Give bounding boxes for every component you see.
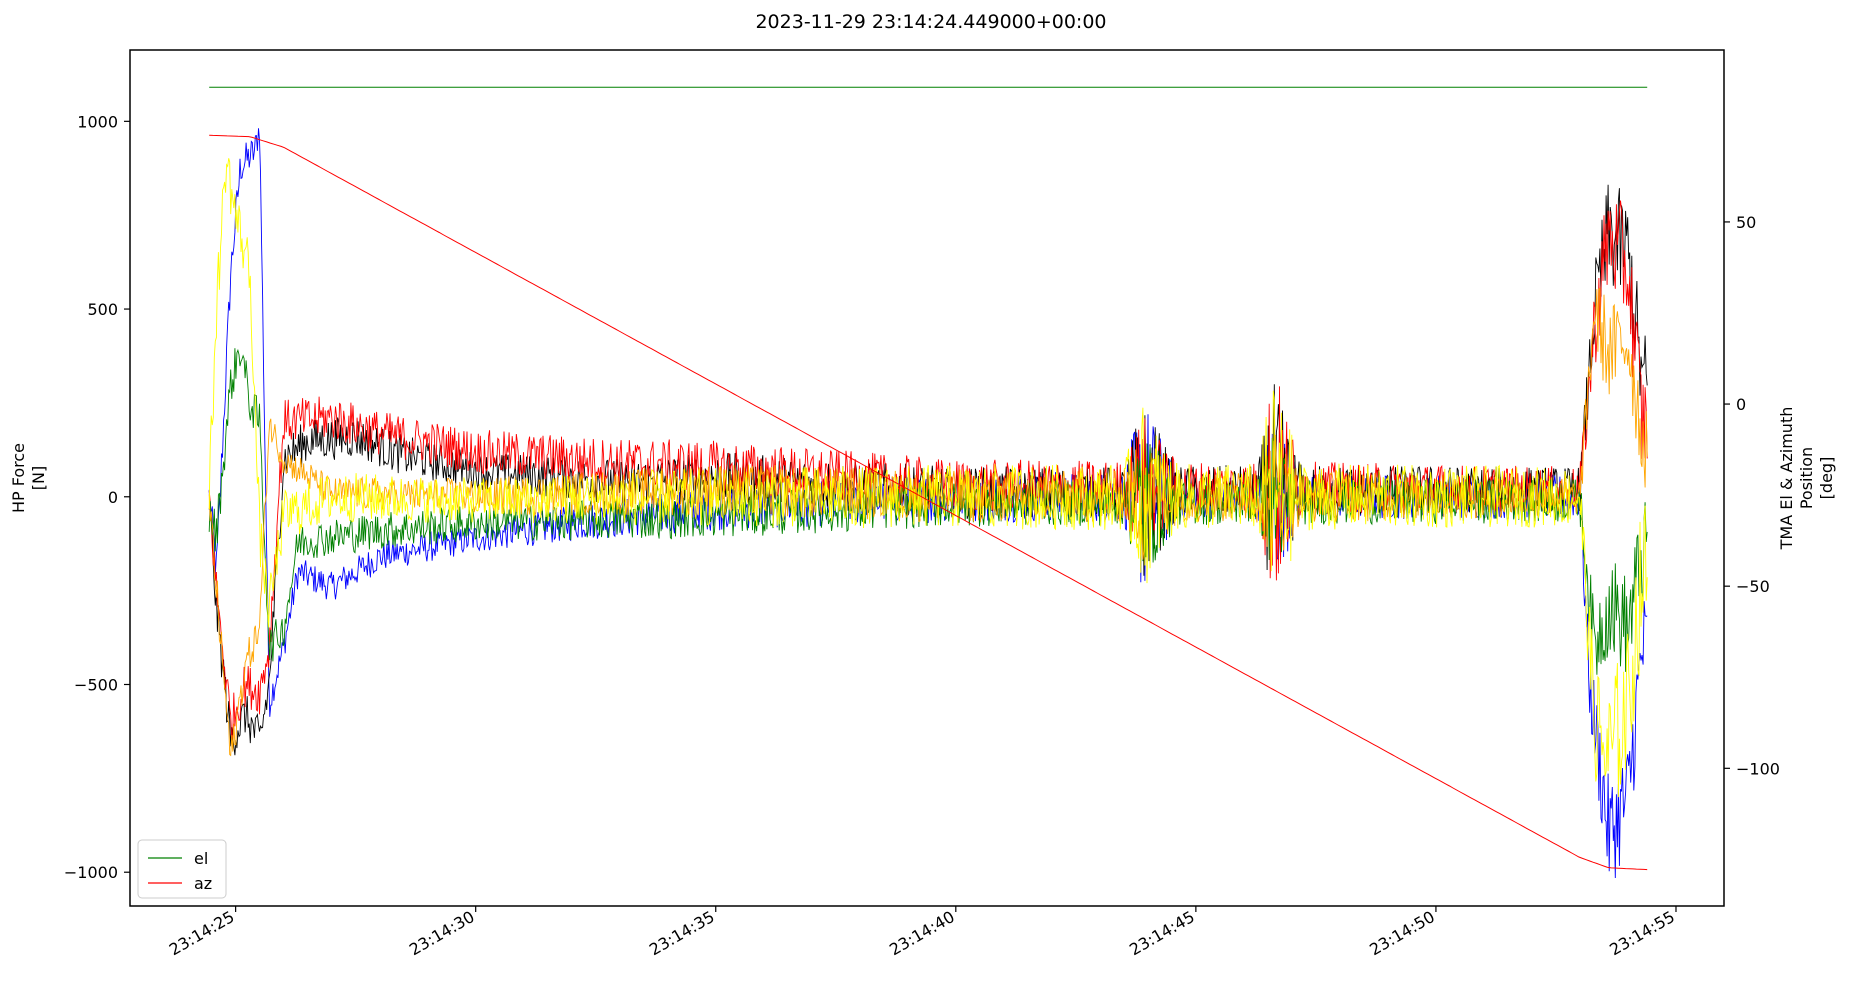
y-left-tick-label: 1000 (77, 112, 118, 131)
y-left-label-line: [N] (29, 466, 48, 490)
y-right-tick-label: −100 (1736, 759, 1780, 778)
y-right-label-line: Position (1797, 447, 1816, 509)
hp-force-line-5 (208, 287, 1648, 757)
y-right-label-line: TMA El & Azimuth (1777, 407, 1796, 551)
y-left-label-line: HP Force (9, 443, 28, 513)
x-tick-label: 23:14:50 (1366, 907, 1438, 959)
y-right-label-line: [deg] (1817, 457, 1836, 500)
legend: el az (137, 839, 227, 899)
x-axis: 23:14:25 23:14:30 23:14:35 23:14:40 23:14:45… (166, 906, 1678, 959)
y-right-tick-label: 0 (1736, 395, 1746, 414)
y-left-tick-label: 500 (87, 300, 118, 319)
hp-force-series-group (208, 128, 1648, 879)
x-tick-label: 23:14:35 (646, 907, 718, 959)
y-right-tick-label: −50 (1736, 577, 1770, 596)
x-tick-label: 23:14:40 (886, 907, 958, 959)
tma-position-series-group (209, 86, 1648, 871)
x-tick-label: 23:14:45 (1126, 907, 1198, 959)
svg-text:TMA El & AzimuthPosition[deg]: TMA El & AzimuthPosition[deg] (1777, 407, 1836, 551)
x-tick-label: 23:14:55 (1606, 907, 1678, 959)
y-left-tick-label: 0 (108, 488, 118, 507)
legend-box (137, 839, 227, 899)
plot-frame (129, 49, 1725, 907)
x-tick-label: 23:14:25 (166, 907, 238, 959)
legend-label-az: az (194, 874, 212, 893)
hp-force-line-6 (208, 158, 1648, 798)
y-axis-left-label: HP Force[N] (9, 443, 48, 513)
y-axis-left: −1000 −500 0 500 1000 (64, 112, 130, 882)
svg-text:HP Force[N]: HP Force[N] (9, 443, 48, 513)
y-left-tick-label: −500 (74, 675, 118, 694)
x-tick-label: 23:14:30 (406, 907, 478, 959)
y-right-tick-label: 50 (1736, 213, 1756, 232)
y-axis-right-label: TMA El & AzimuthPosition[deg] (1777, 407, 1836, 551)
tma-az-line (209, 134, 1648, 871)
y-left-tick-label: −1000 (64, 863, 118, 882)
chart-title: 2023-11-29 23:14:24.449000+00:00 (755, 11, 1106, 33)
y-axis-right: −100 −50 0 50 (1724, 213, 1780, 778)
legend-label-el: el (194, 849, 208, 868)
